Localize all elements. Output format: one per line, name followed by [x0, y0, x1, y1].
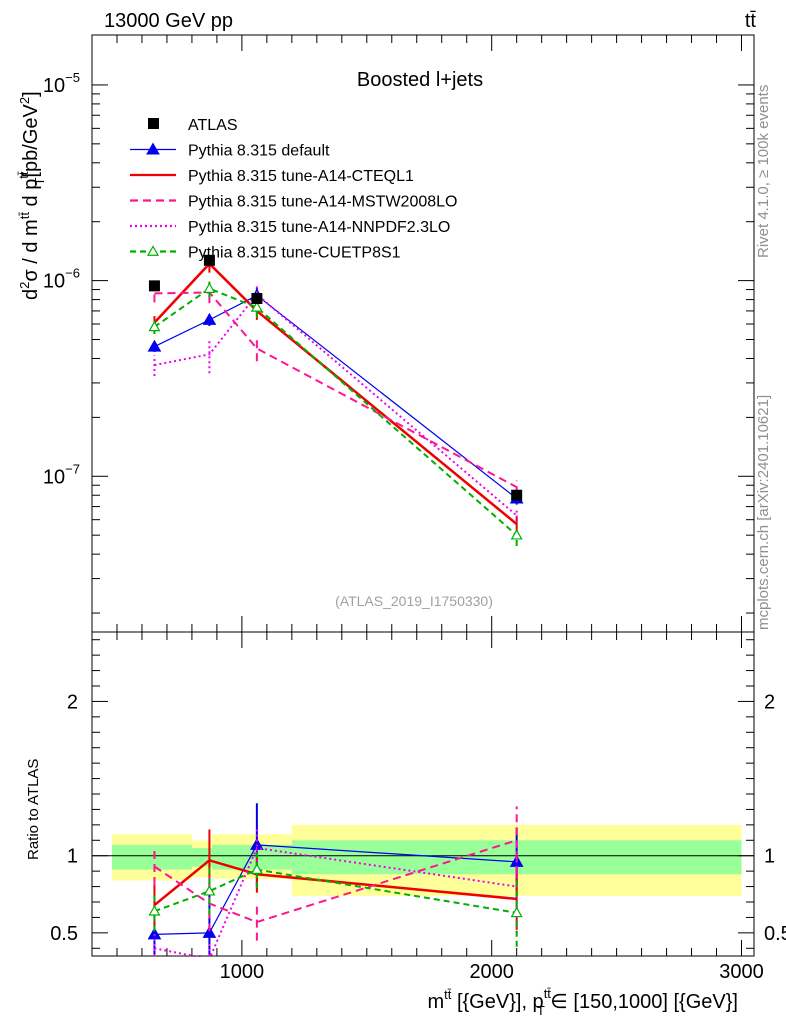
series-line-3 [154, 292, 518, 517]
ratio-line-4 [154, 868, 517, 914]
ratio-point-4 [250, 863, 263, 874]
ratio-line-0 [154, 844, 517, 935]
ratio-y-tick-label-right: 1 [764, 846, 775, 868]
plot-title: Boosted l+jets [357, 69, 483, 91]
legend-marker-4 [146, 245, 160, 256]
atlas-data-point [511, 489, 523, 501]
ratio-frame [91, 631, 755, 957]
ratio-y-tick-label-left: 2 [67, 691, 78, 713]
atlas-data-point [203, 254, 215, 266]
ratio-y-tick-label-right: 2 [764, 691, 775, 713]
series-point-4 [250, 301, 263, 312]
ratio-y-axis-title: Ratio to ATLAS [25, 759, 42, 860]
x-tick-label: 1000 [220, 961, 265, 983]
x-tick-label: 3000 [719, 961, 764, 983]
header-right: tt̄ [745, 10, 757, 32]
y-tick-label: 10−7 [43, 461, 80, 488]
legend-label-atlas: ATLAS [188, 117, 238, 134]
atlas-data-point [148, 280, 160, 292]
ratio-y-tick-label-right: 0.5 [764, 923, 786, 945]
series-line-4 [153, 287, 518, 536]
series-point-0 [147, 339, 162, 352]
ratio-point-4 [510, 906, 523, 918]
ratio-y-tick-label-left: 0.5 [50, 923, 78, 945]
legend-label-4: Pythia 8.315 tune-CUETP8S1 [188, 245, 401, 262]
ratio-point-0 [202, 925, 217, 938]
rivet-label: Rivet 4.1.0, ≥ 100k events [755, 85, 772, 258]
header-left: 13000 GeV pp [104, 10, 233, 32]
y-tick-label: 10−6 [43, 266, 80, 293]
ratio-point-4 [148, 905, 161, 916]
series-point-4 [203, 282, 216, 293]
ratio-uncertainty-bands [92, 824, 754, 896]
legend-label-1: Pythia 8.315 tune-A14-CTEQL1 [188, 168, 414, 185]
series-point-4 [148, 320, 161, 332]
legend-label-2: Pythia 8.315 tune-A14-MSTW2008LO [188, 194, 457, 211]
main-y-axis-title: d2σ / d mtt̄ d ptt̄T[pb/GeV2] [16, 91, 47, 300]
band-inner-0 [111, 844, 192, 870]
ratio-clip-mask [93, 957, 755, 962]
legend-marker-atlas [148, 118, 159, 129]
x-axis-title: mtt̄ [{GeV}], ptt̄ T ∈ [150,1000] [{GeV}] [427, 986, 738, 1018]
ratio-y-tick-label-left: 1 [67, 846, 78, 868]
svg-text:d2σ / d mtt̄ d ptt̄T[pb/GeV2]: d2σ / d mtt̄ d ptt̄T[pb/GeV2] [16, 91, 47, 300]
series-point-0 [202, 312, 217, 325]
legend-label-3: Pythia 8.315 tune-A14-NNPDF2.3LO [188, 219, 450, 236]
svg-text:mtt̄ [{GeV}], ptt̄T ∈ [150,100: mtt̄ [{GeV}], ptt̄ T ∈ [150,1000] [{GeV}] [427, 986, 738, 1018]
series-line-2 [154, 291, 518, 489]
legend-marker-0 [146, 142, 160, 155]
y-tick-label: 10−5 [43, 70, 80, 97]
legend: ATLAS Pythia 8.315 default Pythia 8.315 tu… [130, 117, 457, 262]
main-series [147, 254, 524, 547]
ratio-line-3 [154, 846, 517, 961]
mcplots-label: mcplots.cern.ch [arXiv:2401.10621] [755, 395, 772, 630]
x-tick-label: 2000 [469, 961, 514, 983]
series-point-4 [510, 528, 523, 540]
main-axis-ticks: 10−5 10−6 10−7 [43, 35, 754, 632]
series-line-0 [154, 294, 518, 499]
legend-label-0: Pythia 8.315 default [188, 143, 330, 160]
ratio-point-0 [147, 927, 162, 940]
ratio-series [93, 803, 755, 962]
atlas-data-point [251, 293, 263, 305]
analysis-watermark: (ATLAS_2019_I1750330) [335, 593, 493, 609]
ratio-line-1 [153, 858, 517, 907]
ratio-line-2 [153, 839, 517, 924]
ratio-point-4 [203, 884, 216, 896]
